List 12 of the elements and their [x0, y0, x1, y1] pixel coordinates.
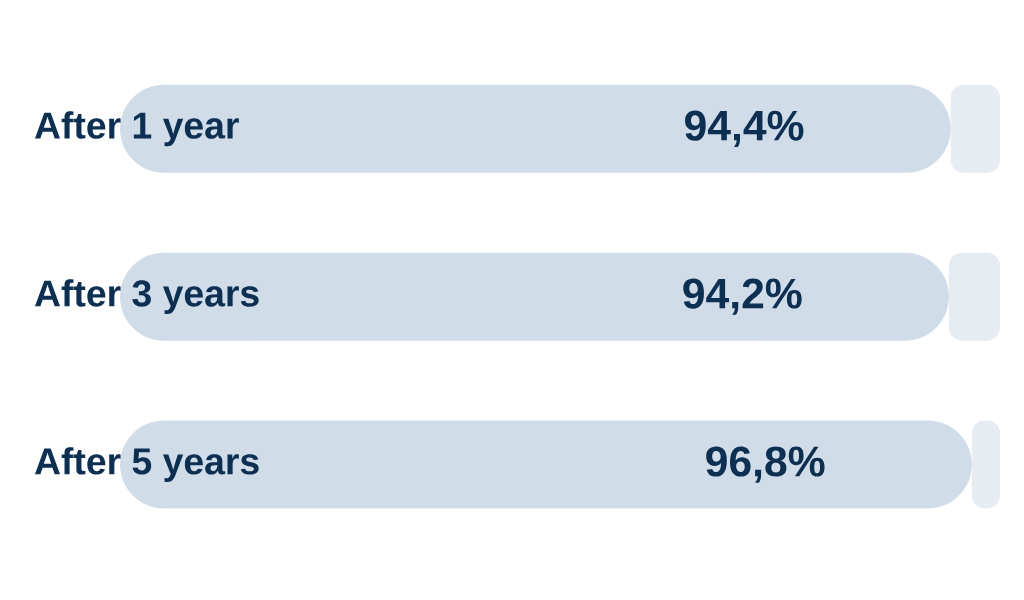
- data-label: 94,4%: [685, 110, 804, 147]
- y-tick-label: After 1 year: [34, 111, 239, 147]
- y-tick-label: After 5 years: [34, 447, 259, 482]
- y-tick-label: After 3 years: [34, 279, 259, 315]
- bar: [950, 84, 1001, 173]
- bar: [948, 252, 1001, 341]
- bar: [971, 420, 1001, 509]
- bar: [120, 252, 949, 341]
- data-label: 96,8%: [706, 446, 825, 483]
- bar: [120, 84, 951, 173]
- bar: [120, 420, 972, 509]
- data-label: 94,2%: [683, 278, 802, 315]
